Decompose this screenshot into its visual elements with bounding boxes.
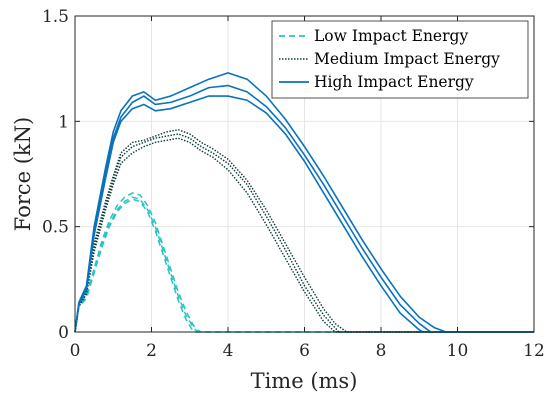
- y-axis-title: Force (kN): [11, 117, 35, 231]
- series-line: [74, 129, 534, 333]
- series-line: [74, 84, 534, 333]
- axis-ticks: 0 2 4 6 8 10 12 0 0.5 1 1.5: [42, 7, 545, 361]
- legend-label-medium: Medium Impact Energy: [314, 50, 500, 68]
- legend-label-high: High Impact Energy: [314, 73, 474, 91]
- x-tick-label: 6: [299, 341, 310, 361]
- series-lines: [74, 72, 534, 333]
- series-line: [74, 133, 534, 333]
- y-tick-label: 1: [58, 112, 69, 132]
- x-axis-title: Time (ms): [251, 369, 358, 393]
- legend-box: [271, 20, 529, 99]
- y-tick-label: 1.5: [42, 7, 69, 27]
- series-line: [74, 72, 534, 333]
- x-tick-label: 10: [447, 341, 469, 361]
- legend-label-low: Low Impact Energy: [314, 27, 468, 45]
- series-line: [74, 137, 534, 333]
- y-tick-label: 0.5: [42, 218, 69, 238]
- x-tick-label: 2: [146, 341, 157, 361]
- series-low-impact-energy: [74, 192, 534, 333]
- y-tick-label: 0: [58, 323, 69, 343]
- legend: Low Impact Energy Medium Impact Energy H…: [271, 20, 529, 99]
- x-tick-label: 0: [70, 341, 81, 361]
- series-line: [74, 95, 534, 333]
- x-tick-label: 12: [523, 341, 545, 361]
- series-medium-impact-energy: [74, 129, 534, 333]
- series-line: [74, 198, 534, 333]
- x-tick-label: 4: [223, 341, 234, 361]
- series-high-impact-energy: [74, 72, 534, 333]
- x-tick-label: 8: [376, 341, 387, 361]
